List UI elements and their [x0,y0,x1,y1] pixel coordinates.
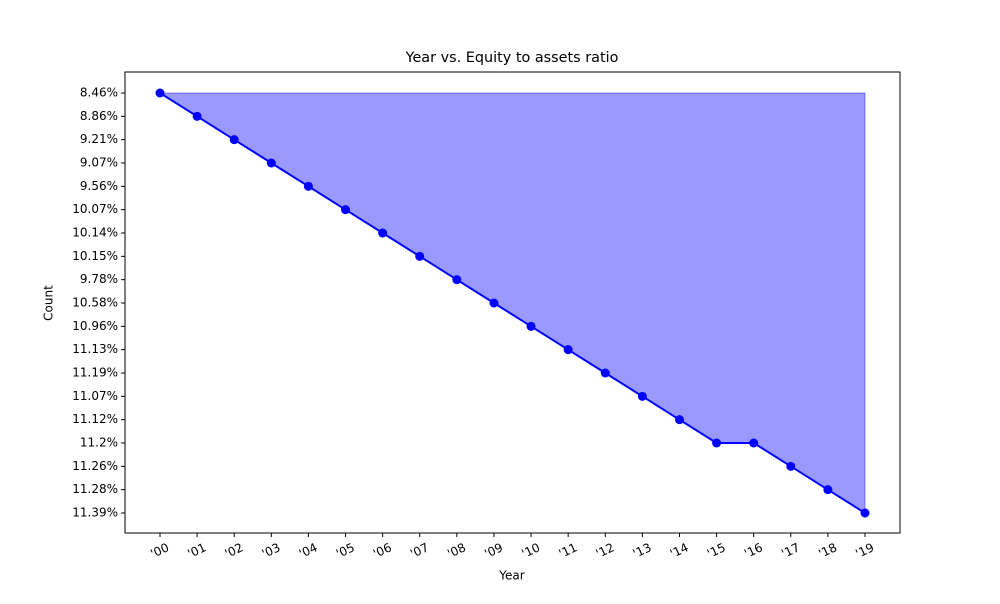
y-tick-label: 10.96% [72,319,118,333]
point [600,368,610,378]
chart-title: Year vs. Equity to assets ratio [405,50,619,66]
x-axis-label: Year [498,569,524,583]
point [303,181,313,191]
line [159,92,866,514]
y-tick-label: 9.78% [80,272,118,286]
y-tick-label: 10.14% [72,226,118,240]
y-tick-label: 8.86% [80,109,118,123]
y-tick-label: 10.15% [72,249,118,263]
point [489,298,499,308]
point [378,228,388,238]
point [266,158,276,168]
point [563,345,573,355]
y-tick-label: 9.07% [80,156,118,170]
y-tick-label: 11.07% [72,389,118,403]
y-tick-label: 8.46% [80,86,118,100]
point [526,321,536,331]
point [229,135,239,145]
y-tick-label: 11.26% [72,459,118,473]
y-tick-label: 10.07% [72,202,118,216]
point [341,205,351,215]
point [674,415,684,425]
plot-frame [124,71,901,534]
y-tick-label: 11.12% [72,412,118,426]
y-tick-label: 11.2% [80,436,118,450]
y-tick-label: 11.28% [72,482,118,496]
point [637,391,647,401]
y-tick-label: 11.39% [72,506,118,520]
y-axis-label: Count [42,285,56,321]
point [786,461,796,471]
y-tick-label: 9.21% [80,132,118,146]
y-tick-label: 11.19% [72,366,118,380]
point [860,508,870,518]
point [415,251,425,261]
y-tick-label: 9.56% [80,179,118,193]
point [452,275,462,285]
point [155,88,165,98]
point [712,438,722,448]
y-tick-label: 11.13% [72,342,118,356]
point [192,111,202,121]
y-tick-label: 10.58% [72,296,118,310]
point [749,438,759,448]
point [823,485,833,495]
